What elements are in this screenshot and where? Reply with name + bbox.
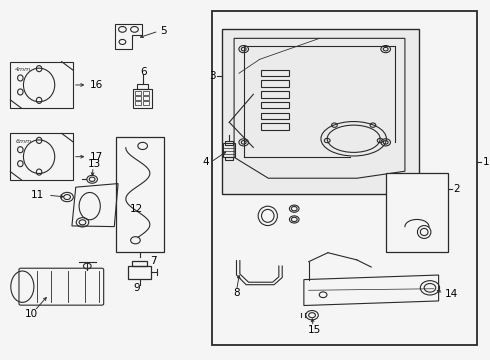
Text: 1: 1 [483, 157, 490, 167]
Bar [261, 69, 290, 76]
Bar [213, 12, 477, 345]
Text: 6: 6 [140, 67, 147, 77]
Text: 17: 17 [90, 152, 103, 162]
Bar [10, 134, 73, 180]
Bar [222, 30, 419, 194]
Bar [143, 102, 149, 105]
Bar [225, 157, 233, 160]
Bar [135, 91, 141, 95]
Text: 11: 11 [31, 190, 44, 200]
Text: 13: 13 [87, 159, 100, 169]
Bar [261, 123, 290, 130]
Text: 3: 3 [209, 71, 215, 81]
Bar [135, 96, 141, 100]
Bar [137, 84, 148, 89]
Text: 2: 2 [453, 184, 460, 194]
Bar [261, 113, 290, 119]
Text: 5: 5 [160, 26, 167, 36]
Bar [135, 102, 141, 105]
Text: 12: 12 [130, 204, 144, 214]
Text: 4mm: 4mm [15, 67, 31, 72]
Bar [261, 91, 290, 98]
Text: 8: 8 [234, 288, 240, 298]
Bar [132, 261, 147, 266]
Text: 14: 14 [445, 289, 458, 299]
Bar [10, 62, 73, 108]
Bar [143, 91, 149, 95]
Text: 10: 10 [25, 309, 38, 319]
Text: 16: 16 [90, 80, 103, 90]
Bar [143, 96, 149, 100]
Bar [225, 140, 233, 145]
Bar [133, 89, 152, 108]
Bar [223, 143, 235, 157]
Text: 7: 7 [150, 256, 156, 266]
Bar [116, 137, 164, 252]
Bar [128, 266, 151, 279]
Text: 15: 15 [308, 325, 321, 334]
Bar [386, 173, 448, 252]
Text: 6mm: 6mm [15, 139, 31, 144]
Text: 4: 4 [203, 157, 210, 167]
Bar [261, 80, 290, 87]
Bar [261, 102, 290, 108]
Text: 9: 9 [133, 283, 140, 293]
